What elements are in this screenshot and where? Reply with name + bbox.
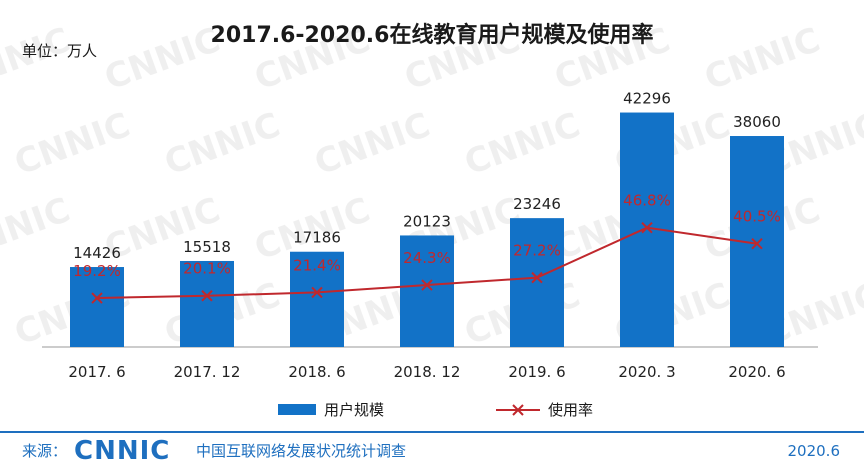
bar-value-labels: 14426 15518 17186 20123 23246 42296 38060 xyxy=(73,90,781,262)
x-tick-label: 2019. 6 xyxy=(508,363,565,381)
rate-value-label: 27.2% xyxy=(513,242,561,260)
watermark-text: CNNIC xyxy=(159,105,285,183)
bar-value-label: 38060 xyxy=(733,113,781,131)
x-tick-labels: 2017. 6 2017. 12 2018. 6 2018. 12 2019. 6 202… xyxy=(68,363,785,381)
rate-value-label: 24.3% xyxy=(403,249,451,267)
rate-value-label: 20.1% xyxy=(183,260,231,278)
source-label: 来源： xyxy=(22,442,67,460)
bar xyxy=(510,218,564,347)
watermark-text: CNNIC xyxy=(309,105,435,183)
watermark-text: CNNIC xyxy=(459,105,585,183)
x-tick-label: 2020. 6 xyxy=(728,363,785,381)
bar xyxy=(400,235,454,347)
x-tick-label: 2017. 12 xyxy=(174,363,241,381)
x-tick-label: 2018. 6 xyxy=(288,363,345,381)
bar xyxy=(290,251,344,347)
rate-marker xyxy=(201,290,213,302)
bar-series xyxy=(70,112,784,347)
cnnic-logo: CNNIC xyxy=(74,436,170,466)
unit-label: 单位：万人 xyxy=(22,42,97,60)
rate-marker xyxy=(91,292,103,304)
x-tick-label: 2018. 12 xyxy=(394,363,461,381)
bar-value-label: 15518 xyxy=(183,238,231,256)
bar-value-label: 23246 xyxy=(513,195,561,213)
watermark-text: CNNIC xyxy=(99,20,225,98)
x-tick-label: 2020. 3 xyxy=(618,363,675,381)
legend: 用户规模 使用率 xyxy=(278,401,593,419)
bar xyxy=(70,267,124,347)
watermark-text: CNNIC xyxy=(699,20,825,98)
legend-line-label: 使用率 xyxy=(548,401,593,419)
rate-value-labels: 19.2% 20.1% 21.4% 24.3% 27.2% 46.8% 40.5% xyxy=(73,192,781,280)
bar-value-label: 42296 xyxy=(623,90,671,108)
bar-value-label: 14426 xyxy=(73,244,121,262)
bar xyxy=(180,260,234,347)
legend-bar-swatch xyxy=(278,404,316,415)
bar-value-label: 17186 xyxy=(293,229,341,247)
legend-x-icon xyxy=(512,404,524,416)
rate-marker xyxy=(751,238,763,250)
rate-value-label: 40.5% xyxy=(733,208,781,226)
x-tick-label: 2017. 6 xyxy=(68,363,125,381)
rate-marker xyxy=(641,221,653,234)
footer-date: 2020.6 xyxy=(788,442,841,460)
source-org: 中国互联网络发展状况统计调查 xyxy=(196,442,406,460)
rate-value-label: 46.8% xyxy=(623,192,671,210)
rate-marker xyxy=(311,286,323,299)
bar-value-label: 20123 xyxy=(403,212,451,230)
rate-value-label: 19.2% xyxy=(73,262,121,280)
rate-value-label: 21.4% xyxy=(293,256,341,274)
legend-x-marker xyxy=(512,404,524,416)
watermark-text: CNNIC xyxy=(9,105,135,183)
watermark-text: CNNIC xyxy=(0,190,75,268)
rate-marker xyxy=(421,279,433,291)
rate-marker xyxy=(531,271,543,284)
rate-series xyxy=(91,221,763,304)
legend-bar-label: 用户规模 xyxy=(324,401,384,419)
chart-title: 2017.6-2020.6在线教育用户规模及使用率 xyxy=(211,22,654,48)
